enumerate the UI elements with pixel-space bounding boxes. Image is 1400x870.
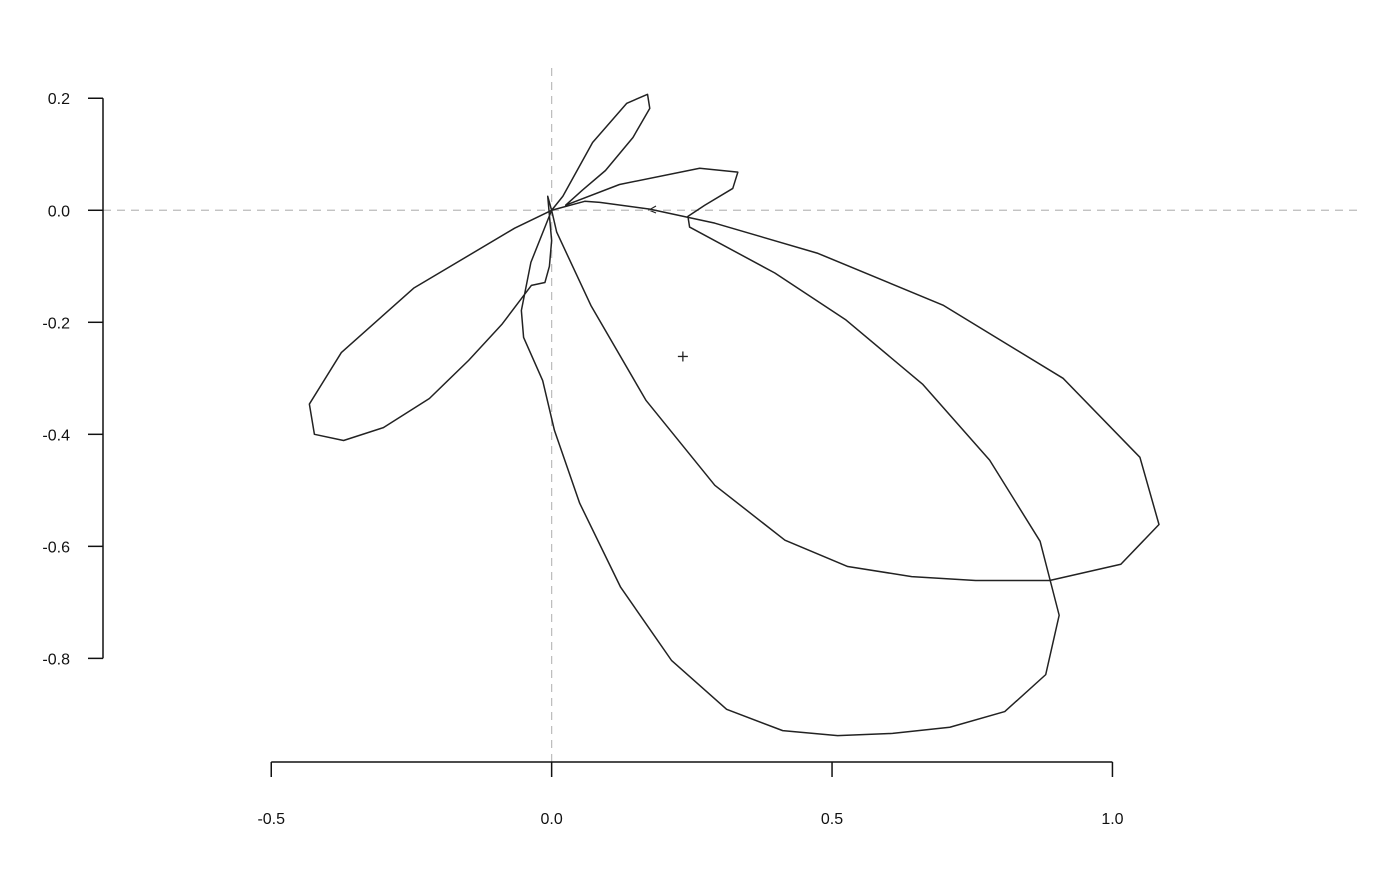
center-marker [677,351,688,362]
data-line [308,93,1160,737]
y-tick-label: -0.4 [42,427,70,444]
y-tick-label: -0.2 [42,315,70,332]
x-tick-label: 0.0 [541,811,563,828]
y-tick-label: -0.6 [42,539,70,556]
x-tick-label: 1.0 [1101,811,1123,828]
y-tick-label: -0.8 [42,651,70,668]
x-tick-label: 0.5 [821,811,843,828]
y-tick-label: 0.2 [48,91,70,108]
y-tick-label: 0.0 [48,203,70,220]
x-tick-label: -0.5 [257,811,285,828]
